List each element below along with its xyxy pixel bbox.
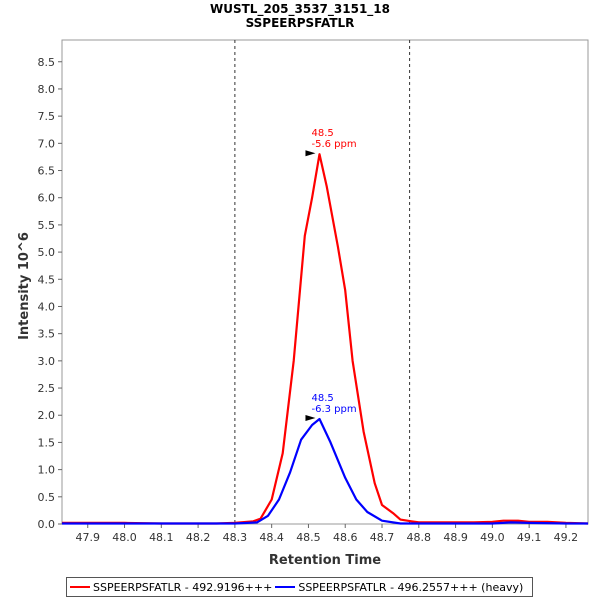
chart-legend: SSPEERPSFATLR - 492.9196+++ SSPEERPSFATL… [66,577,533,597]
y-tick-label: 4.0 [38,300,56,313]
peak-marker-icon [305,415,316,422]
legend-item-light: SSPEERPSFATLR - 492.9196+++ [70,581,272,594]
y-tick-label: 6.5 [38,165,56,178]
x-tick-label: 47.9 [75,531,100,544]
y-tick-label: 7.0 [38,137,56,150]
x-tick-label: 48.4 [259,531,284,544]
legend-swatch-blue [275,586,296,588]
y-tick-label: 3.5 [38,328,56,341]
chart-subtitle: SSPEERPSFATLR [245,16,355,30]
y-axis-title: Intensity 10^6 [17,232,32,340]
peak-ppm-label: -6.3 ppm [311,404,356,415]
legend-label-light: SSPEERPSFATLR - 492.9196+++ [93,580,273,594]
y-tick-label: 1.5 [38,436,56,449]
y-tick-label: 3.0 [38,355,56,368]
legend-swatch-red [70,586,90,588]
y-tick-label: 0.0 [38,518,56,531]
x-axis-title: Retention Time [269,553,381,568]
peak-marker-icon [305,150,316,157]
y-tick-label: 4.5 [38,273,56,286]
plot-area [61,39,589,525]
x-tick-label: 49.1 [517,531,542,544]
peak-ppm-label: -5.6 ppm [311,139,356,150]
series-line-2 [62,417,588,525]
x-tick-label: 48.3 [223,531,248,544]
x-tick-label: 48.0 [112,531,137,544]
peak-rt-label: 48.5 [311,128,333,139]
x-tick-label: 48.1 [149,531,174,544]
x-tick-label: 48.9 [443,531,468,544]
y-tick-label: 7.5 [38,110,56,123]
y-tick-label: 8.0 [38,83,56,96]
x-tick-label: 48.6 [333,531,358,544]
x-tick-label: 48.2 [186,531,211,544]
chart-title: WUSTL_205_3537_3151_18 [210,2,390,16]
y-tick-label: 0.5 [38,491,56,504]
y-tick-label: 5.0 [38,246,56,259]
y-tick-label: 8.5 [38,56,56,69]
y-tick-label: 6.0 [38,192,56,205]
x-tick-label: 48.7 [370,531,395,544]
y-tick-label: 5.5 [38,219,56,232]
legend-label-heavy: SSPEERPSFATLR - 496.2557+++ (heavy) [298,580,524,594]
x-tick-label: 48.8 [407,531,432,544]
y-tick-label: 2.5 [38,382,56,395]
x-tick-label: 49.0 [480,531,505,544]
x-tick-label: 49.2 [554,531,579,544]
y-tick-label: 1.0 [38,464,56,477]
y-tick-label: 2.0 [38,409,56,422]
legend-item-heavy: SSPEERPSFATLR - 496.2557+++ (heavy) [275,581,523,594]
x-tick-label: 48.5 [296,531,321,544]
peak-rt-label: 48.5 [311,393,333,404]
